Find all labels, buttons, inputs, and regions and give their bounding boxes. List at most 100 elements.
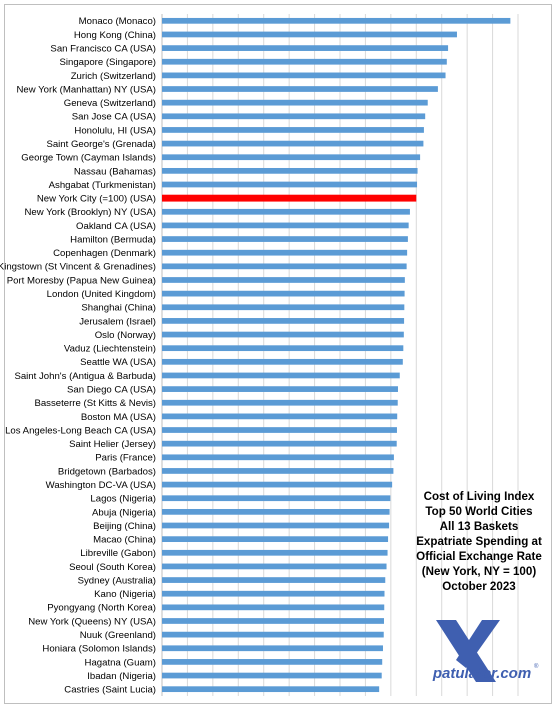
bar: [162, 86, 438, 92]
bar: [162, 672, 382, 679]
category-label: Macao (China): [93, 535, 156, 546]
chart-title-line: October 2023: [442, 580, 516, 593]
chart-title-box: Cost of Living Index Top 50 World Cities A…: [415, 489, 543, 594]
chart-title-line: Cost of Living Index: [423, 490, 535, 503]
bar-highlight: [162, 194, 417, 202]
bar: [162, 181, 418, 188]
bar: [162, 318, 405, 324]
category-label: Oslo (Norway): [95, 330, 156, 341]
bar: [162, 563, 387, 570]
category-label: Hamilton (Bermuda): [70, 234, 156, 245]
bar: [162, 413, 398, 420]
bar: [162, 167, 418, 174]
bar: [162, 481, 393, 488]
bar: [162, 345, 404, 352]
category-label: Honiara (Solomon Islands): [42, 644, 156, 655]
category-label: New York City (=100) (USA): [37, 194, 156, 205]
bar: [162, 536, 389, 543]
category-label: Copenhagen (Denmark): [53, 248, 156, 259]
category-label: New York (Manhattan) NY (USA): [16, 84, 156, 95]
bar: [162, 604, 385, 611]
bar: [162, 113, 426, 120]
category-label: Bridgetown (Barbados): [58, 466, 156, 477]
category-label: Boston MA (USA): [81, 412, 156, 423]
bar: [162, 508, 390, 515]
category-label: Libreville (Gabon): [80, 548, 156, 559]
bar: [162, 454, 394, 461]
category-label: San Francisco CA (USA): [50, 44, 156, 55]
category-label: Kingstown (St Vincent & Grenadines): [0, 262, 156, 273]
category-label: New York (Queens) NY (USA): [28, 616, 156, 627]
category-label: Lagos (Nigeria): [90, 494, 156, 505]
category-label: Shanghai (China): [81, 303, 156, 314]
bar: [162, 263, 407, 270]
category-label: Honolulu, HI (USA): [74, 125, 156, 136]
category-label: Los Angeles-Long Beach CA (USA): [5, 425, 156, 436]
category-label: Oakland CA (USA): [76, 221, 156, 232]
category-label: Seattle WA (USA): [80, 357, 156, 368]
bar: [162, 372, 400, 379]
category-label: Beijing (China): [93, 521, 156, 532]
bar: [162, 140, 424, 147]
category-label: New York (Brooklyn) NY (USA): [24, 207, 156, 218]
bar: [162, 577, 386, 583]
category-label: Hagatna (Guam): [85, 657, 156, 668]
bar: [162, 154, 421, 161]
chart-title-line: All 13 Baskets: [439, 520, 519, 533]
chart-title-line: (New York, NY = 100): [421, 565, 537, 578]
category-label: Nassau (Bahamas): [74, 166, 156, 177]
bar: [162, 549, 388, 556]
bar: [162, 468, 394, 474]
chart-title-line: Expatriate Spending at: [416, 535, 542, 548]
bar: [162, 659, 383, 665]
chart-title-line: Official Exchange Rate: [416, 550, 542, 563]
category-label: Hong Kong (China): [74, 30, 156, 41]
category-label: Monaco (Monaco): [79, 16, 156, 27]
category-label: Seoul (South Korea): [69, 562, 156, 573]
bar: [162, 249, 408, 256]
category-label: Castries (Saint Lucia): [64, 685, 156, 696]
bar: [162, 222, 409, 229]
bar: [162, 290, 405, 297]
bar: [162, 686, 380, 693]
category-label: Abuja (Nigeria): [92, 507, 156, 518]
category-label: Nuuk (Greenland): [80, 630, 156, 641]
logo-x-mark: [436, 620, 500, 682]
bar: [162, 45, 449, 51]
bar: [162, 72, 446, 79]
bar: [162, 277, 405, 283]
category-label: Pyongyang (North Korea): [47, 603, 156, 614]
chart-frame: [4, 4, 552, 704]
category-label: Port Moresby (Papua New Guinea): [7, 275, 156, 286]
chart-title-line: Top 50 World Cities: [425, 505, 533, 518]
bar: [162, 399, 398, 406]
category-label: Basseterre (St Kitts & Nevis): [34, 398, 156, 409]
logo-text: patulator.com: [432, 665, 531, 682]
category-label: Singapore (Singapore): [59, 57, 156, 68]
bar: [162, 427, 397, 433]
bar: [162, 31, 457, 38]
bar: [162, 58, 447, 65]
bar: [162, 17, 511, 24]
bar: [162, 331, 404, 338]
bar: [162, 495, 391, 502]
category-label: George Town (Cayman Islands): [21, 153, 156, 164]
category-label: Kano (Nigeria): [94, 589, 156, 600]
bar: [162, 304, 405, 311]
bar: [162, 590, 385, 597]
bar: [162, 127, 424, 133]
logo-registered-mark: ®: [534, 663, 539, 670]
bar: [162, 358, 403, 365]
category-label: Sydney (Australia): [78, 575, 156, 586]
bar: [162, 645, 383, 652]
bar: [162, 386, 398, 392]
bar: [162, 631, 384, 638]
category-label: Ashgabat (Turkmenistan): [49, 180, 156, 191]
category-label: San Jose CA (USA): [72, 112, 156, 123]
bar: [162, 236, 408, 242]
bar: [162, 440, 397, 447]
bar: [162, 618, 384, 624]
bar: [162, 522, 390, 529]
category-label: Geneva (Switzerland): [64, 98, 156, 109]
